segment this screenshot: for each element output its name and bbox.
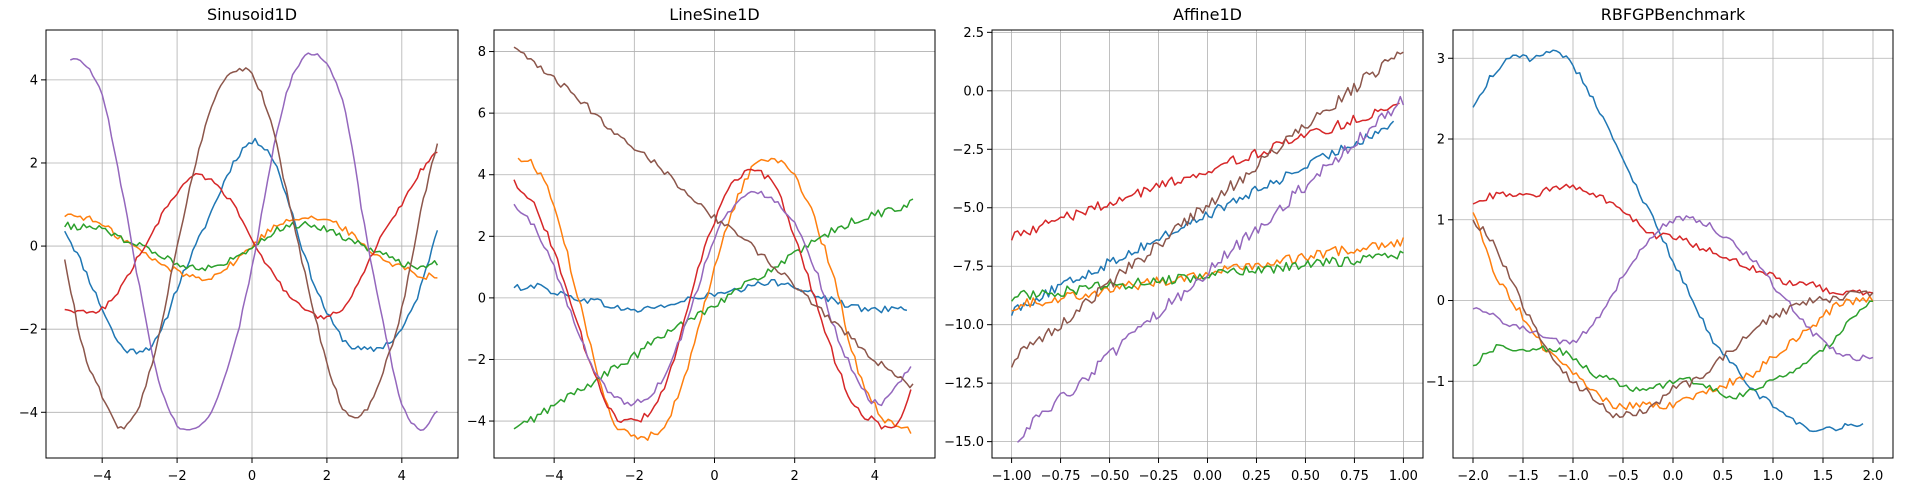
- y-tick-label: −4: [19, 406, 38, 421]
- chart-title: LineSine1D: [669, 5, 759, 24]
- x-tick-label: 0.50: [1291, 469, 1320, 484]
- series-line-5: [70, 52, 438, 432]
- y-tick-label: −10.0: [944, 318, 984, 333]
- x-tick-label: 2.0: [1863, 469, 1884, 484]
- y-tick-label: −5.0: [952, 201, 984, 216]
- x-tick-label: −2: [168, 469, 187, 484]
- x-tick-label: 1.5: [1813, 469, 1834, 484]
- x-tick-label: 4: [398, 469, 406, 484]
- series-line-4: [64, 151, 438, 320]
- y-tick-label: 3: [1437, 52, 1445, 67]
- x-tick-label: −1.0: [1557, 469, 1589, 484]
- y-tick-label: −15.0: [944, 435, 984, 450]
- series-line-1: [1010, 120, 1395, 316]
- y-tick-label: 2: [30, 156, 38, 171]
- series-line-5: [1472, 215, 1874, 362]
- series-line-6: [1472, 219, 1874, 419]
- x-tick-label: 2: [323, 469, 331, 484]
- series-line-3: [64, 220, 439, 272]
- series-line-5: [1016, 95, 1405, 443]
- y-tick-label: −7.5: [952, 260, 984, 275]
- y-tick-label: 4: [30, 73, 38, 88]
- y-tick-label: −1: [1426, 375, 1445, 390]
- x-tick-label: 1.00: [1389, 469, 1418, 484]
- chart-panel-1: −4 −2 0 2 4 −4 −2 0 2 4 Sinusoid1D: [19, 5, 459, 484]
- series-line-6: [513, 46, 914, 389]
- x-tick-label: 0.00: [1193, 469, 1222, 484]
- chart-panel-2: −4 −2 0 2 4 −4 −2 0 2 4 6 8 LineSine1D: [467, 5, 936, 484]
- y-tick-label: 2.5: [963, 26, 984, 41]
- x-tick-label: −2: [625, 469, 644, 484]
- series-line-2: [1011, 237, 1405, 312]
- series-line-2: [517, 157, 912, 441]
- y-tick-label: 0: [30, 240, 38, 255]
- x-tick-label: 0.75: [1340, 469, 1369, 484]
- series-line-4: [1472, 183, 1874, 296]
- y-tick-label: 0: [1437, 294, 1445, 309]
- x-tick-label: −1.00: [992, 469, 1032, 484]
- y-tick-label: 1: [1437, 213, 1445, 228]
- series-line-4: [1010, 102, 1400, 241]
- x-tick-label: −0.5: [1607, 469, 1639, 484]
- series-line-1: [1472, 49, 1864, 433]
- chart-title: Sinusoid1D: [207, 5, 297, 24]
- chart-panel-3: −1.00 −0.75 −0.50 −0.25 0.00 0.25 0.50 0.75 1.00…: [944, 5, 1424, 484]
- x-tick-label: 0.0: [1663, 469, 1684, 484]
- series-line-5: [513, 190, 912, 407]
- x-tick-label: −2.0: [1457, 469, 1489, 484]
- x-tick-label: 0: [710, 469, 718, 484]
- series-line-3: [513, 198, 914, 430]
- series-line-1: [64, 137, 439, 355]
- y-tick-label: 8: [478, 45, 486, 60]
- series-line-3: [1011, 250, 1404, 302]
- x-tick-label: −4: [93, 469, 112, 484]
- y-tick-label: 2: [1437, 133, 1445, 148]
- y-tick-label: 0.0: [963, 84, 984, 99]
- x-tick-label: 4: [871, 469, 879, 484]
- chart-title: Affine1D: [1173, 5, 1242, 24]
- y-tick-label: −4: [467, 415, 486, 430]
- chart-panel-4: −2.0 −1.5 −1.0 −0.5 0.0 0.5 1.0 1.5 2.0 −1 0 1 2 3 RBF…: [1426, 5, 1894, 484]
- series-line-4: [513, 168, 912, 430]
- x-tick-label: 0: [248, 469, 256, 484]
- x-tick-label: 0.25: [1242, 469, 1271, 484]
- y-tick-label: 0: [478, 291, 486, 306]
- x-tick-label: −4: [545, 469, 564, 484]
- x-tick-label: −0.25: [1139, 469, 1179, 484]
- x-tick-label: −0.75: [1041, 469, 1081, 484]
- y-tick-label: 6: [478, 107, 486, 122]
- x-tick-label: 1.0: [1763, 469, 1784, 484]
- y-tick-label: 4: [478, 168, 486, 183]
- x-tick-label: 2: [791, 469, 799, 484]
- series-line-6: [63, 67, 439, 430]
- series-line-3: [1472, 300, 1874, 400]
- y-tick-label: −2: [19, 323, 38, 338]
- x-tick-label: −0.50: [1090, 469, 1130, 484]
- series-line-6: [1010, 51, 1404, 368]
- x-tick-label: −1.5: [1507, 469, 1539, 484]
- y-tick-label: 2: [478, 230, 486, 245]
- y-tick-label: −2.5: [952, 143, 984, 158]
- chart-title: RBFGPBenchmark: [1601, 5, 1746, 24]
- y-tick-label: −12.5: [944, 377, 984, 392]
- y-tick-label: −2: [467, 353, 486, 368]
- x-tick-label: 0.5: [1713, 469, 1734, 484]
